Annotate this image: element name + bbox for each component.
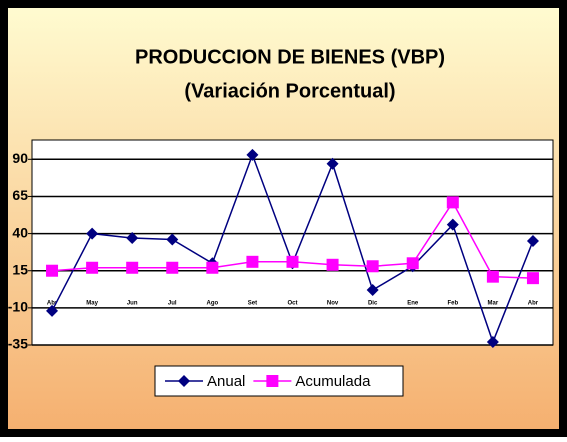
x-tick-label: Abr [47,301,58,307]
plot: -35 -10 15 40 65 90 Abr May Jun Jul Ago Set Oct Nov Di… [8,148,553,352]
point [366,260,379,273]
point [446,218,459,231]
point [246,148,259,161]
point [486,270,499,283]
legend-items: Anual Acumulada [165,373,371,390]
y-tick-label: -10 [8,299,28,315]
legend-marker [266,375,279,387]
x-tick-label: Nov [327,301,339,307]
point [46,304,59,317]
legend-marker [178,375,190,387]
chart-title: PRODUCCION DE BIENES (VBP) [135,46,445,68]
y-tick-label: 65 [12,187,28,203]
point [286,255,299,268]
y-tick-label: 15 [12,261,28,277]
point [326,157,339,170]
point [446,196,459,209]
y-tick-label: 40 [12,224,28,240]
legend-label: Acumulada [295,373,371,390]
x-tick-label: Ene [407,301,419,307]
x-tick-label: Abr [528,301,539,307]
legend-label: Anual [207,373,245,390]
point [166,233,179,246]
chart-subtitle: (Variación Porcentual) [184,80,395,102]
point [166,261,179,274]
y-tick-label: -35 [8,336,28,352]
point [366,284,379,297]
point [126,232,139,245]
point [526,235,539,248]
point [86,227,99,240]
point [326,258,339,271]
x-tick-label: Ago [207,301,219,307]
y-tick-label: 90 [12,150,28,166]
x-tick-label: Set [248,301,257,307]
point [206,261,219,274]
point [46,264,59,277]
point [486,336,499,349]
x-tick-label: Jun [127,301,138,307]
x-tick-label: Jul [168,301,177,307]
x-tick-label: May [86,301,98,307]
x-tick-label: Dic [368,301,378,307]
x-tick-label: Mar [488,301,499,307]
point [526,272,539,285]
point [406,257,419,270]
point [246,255,259,268]
point [126,261,139,274]
plot-area [31,139,554,346]
point [86,261,99,274]
x-tick-label: Oct [287,301,297,307]
x-tick-label: Feb [447,301,458,307]
